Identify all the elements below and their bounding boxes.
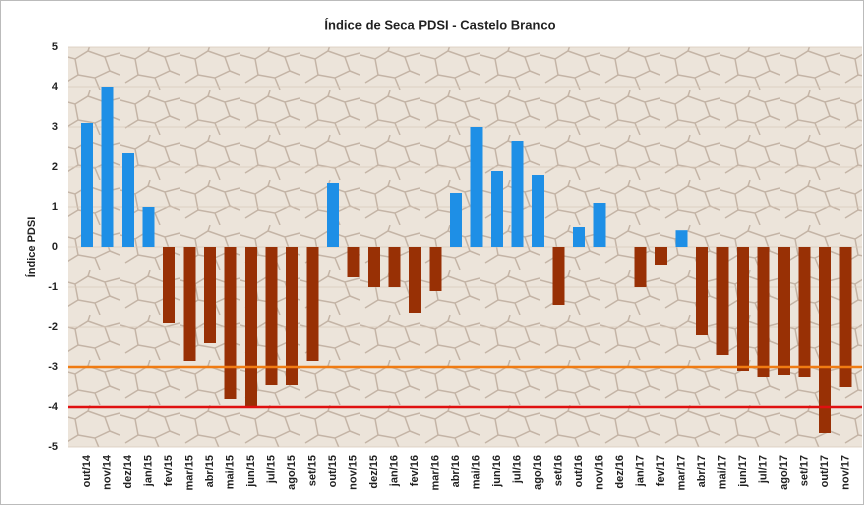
x-tick-label: set/16 [552, 455, 564, 486]
x-tick-label: abr/17 [696, 455, 708, 487]
bar [778, 247, 790, 375]
bar [737, 247, 749, 371]
bar [142, 207, 155, 247]
x-tick-label: jun/15 [245, 455, 257, 488]
y-tick-label: 3 [52, 121, 58, 133]
x-tick-label: ago/16 [532, 455, 544, 490]
x-tick-label: jan/17 [634, 455, 646, 487]
x-tick-label: jul/17 [757, 455, 769, 484]
x-tick-label: fev/15 [163, 455, 175, 486]
bar [491, 171, 503, 247]
bar [409, 247, 421, 313]
y-tick-label: -1 [48, 281, 58, 293]
x-tick-label: abr/15 [204, 455, 216, 487]
x-tick-label: jan/16 [388, 455, 400, 487]
x-tick-label: out/16 [573, 455, 585, 487]
x-tick-label: fev/16 [409, 455, 421, 486]
bar [122, 153, 134, 247]
x-tick-label: jun/16 [491, 455, 503, 488]
x-tick-label: jan/15 [142, 455, 154, 487]
y-axis-label: Índice PDSI [25, 217, 38, 278]
x-tick-label: nov/14 [101, 454, 113, 490]
bar [429, 247, 442, 291]
bar [655, 247, 667, 265]
y-tick-label: -2 [48, 321, 58, 333]
x-tick-label: nov/16 [593, 455, 605, 490]
y-tick-label: -4 [48, 401, 59, 413]
x-tick-label: mar/15 [183, 455, 195, 490]
x-tick-label: jun/17 [737, 455, 749, 488]
bar [552, 247, 565, 305]
x-tick-label: set/15 [306, 455, 318, 486]
x-tick-label: nov/17 [839, 455, 851, 490]
x-tick-label: dez/16 [614, 455, 626, 489]
bar [81, 123, 93, 247]
y-tick-label: 5 [52, 41, 58, 53]
x-tick-label: jul/16 [511, 455, 523, 484]
bar [511, 141, 524, 247]
bar [757, 247, 770, 377]
chart-title: Índice de Seca PDSI - Castelo Branco [324, 17, 555, 32]
bar [368, 247, 380, 287]
x-tick-label: mai/17 [716, 455, 728, 489]
bar [163, 247, 175, 323]
bar [306, 247, 319, 361]
bar [716, 247, 729, 355]
x-tick-label: mar/17 [675, 455, 687, 490]
y-tick-label: -3 [48, 361, 58, 373]
bar [286, 247, 298, 385]
y-tick-label: 0 [52, 241, 58, 253]
bar [634, 247, 647, 287]
x-tick-label: mai/15 [224, 455, 236, 489]
bar [839, 247, 852, 387]
y-tick-label: 4 [52, 81, 59, 93]
bar [204, 247, 216, 343]
bar [696, 247, 708, 335]
bar [470, 127, 483, 247]
y-tick-label: -5 [48, 441, 58, 453]
x-tick-label: set/17 [798, 455, 810, 486]
bar [675, 230, 688, 247]
bar [450, 193, 462, 247]
bar [101, 87, 114, 247]
y-tick-label: 1 [52, 201, 58, 213]
x-tick-label: abr/16 [450, 455, 462, 487]
bar [532, 175, 544, 247]
x-tick-label: ago/17 [778, 455, 790, 490]
x-tick-label: dez/15 [368, 455, 380, 489]
x-tick-label: out/15 [327, 455, 339, 487]
bar [388, 247, 401, 287]
x-tick-label: ago/15 [286, 455, 298, 490]
bar [798, 247, 811, 377]
bar [819, 247, 831, 433]
bar [327, 183, 339, 247]
bar [245, 247, 257, 407]
x-tick-label: dez/14 [122, 454, 134, 489]
bar [593, 203, 606, 247]
x-tick-label: out/14 [81, 454, 93, 487]
x-tick-label: jul/15 [265, 455, 277, 484]
x-tick-label: fev/17 [655, 455, 667, 486]
bar [224, 247, 237, 399]
bar [183, 247, 196, 361]
bar [265, 247, 278, 385]
bar [347, 247, 360, 277]
x-tick-label: mai/16 [470, 455, 482, 489]
x-tick-label: out/17 [819, 455, 831, 487]
y-tick-label: 2 [52, 161, 58, 173]
x-tick-label: nov/15 [347, 455, 359, 490]
bar [573, 227, 585, 247]
x-tick-label: mar/16 [429, 455, 441, 490]
